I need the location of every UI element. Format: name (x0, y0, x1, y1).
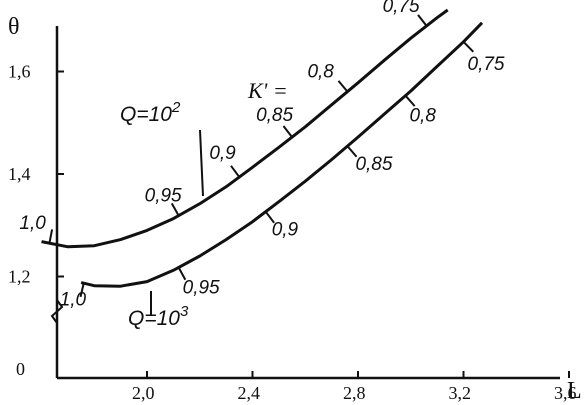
x-ticks: 2,0 2,4 2,8 3,2 3,6 (132, 371, 577, 403)
series-line (80, 21, 484, 288)
k-mark (282, 125, 293, 138)
y-axis-break (50, 299, 64, 324)
series-label-exponent: 3 (180, 303, 189, 320)
y-ticks: 1,2 1,4 1,6 (8, 62, 64, 287)
x-tick-label: 2,8 (343, 383, 366, 403)
x-tick-label: 3,6 (554, 383, 577, 403)
k-mark-label: 0,85 (256, 105, 293, 126)
k-mark (337, 80, 349, 93)
k-mark-label: 1,0 (60, 289, 87, 310)
k-mark-label: 0,75 (383, 0, 420, 17)
y-tick-label: 1,4 (8, 164, 31, 184)
k-mark (264, 211, 275, 224)
k-mark-label: 0,9 (272, 220, 299, 241)
k-mark (404, 94, 416, 107)
curves: 1,0 0,95 0,9 0,85 0,8 0,75 1,0 0,95 0,9 0,85 0,8 0,… (19, 0, 505, 330)
y-tick-label: 1,6 (8, 62, 31, 82)
series-1: 1,0 0,95 0,9 0,85 0,8 0,75 (60, 21, 505, 310)
series-label-base: Q=10 (128, 307, 180, 330)
k-mark-label: 0,95 (183, 277, 220, 298)
x-axis-title: L (567, 378, 582, 404)
k-mark-label: 0,75 (468, 54, 505, 75)
series-label: Q=102 (120, 99, 181, 126)
k-mark (462, 41, 475, 53)
x-tick-label: 2,4 (238, 383, 261, 403)
k-mark (230, 165, 241, 178)
series-label-base: Q=10 (120, 103, 172, 126)
k-mark-label: 1,0 (19, 213, 46, 234)
series-leader-line (199, 129, 204, 197)
series-line (41, 8, 449, 249)
series-label: Q=103 (128, 303, 189, 330)
k-mark-label: 0,95 (145, 186, 182, 207)
k-mark (170, 202, 180, 217)
k-mark-label: 0,85 (355, 154, 392, 175)
x-tick-label: 2,0 (132, 383, 155, 403)
parameter-label: K' = (247, 78, 288, 103)
y-axis-title: θ (8, 14, 20, 40)
series-label-exponent: 2 (171, 99, 181, 116)
k-mark-label: 0,8 (409, 106, 436, 127)
origin-label: 0 (16, 359, 25, 379)
k-mark (346, 145, 358, 158)
k-mark-label: 0,8 (307, 62, 334, 83)
x-tick-label: 3,2 (449, 383, 472, 403)
k-mark (48, 229, 54, 244)
series-0: 1,0 0,95 0,9 0,85 0,8 0,75 (19, 0, 449, 249)
k-mark-label: 0,9 (209, 143, 236, 164)
k-mark (79, 283, 85, 298)
y-tick-label: 1,2 (8, 267, 31, 287)
k-mark (177, 267, 187, 281)
k-mark (417, 14, 428, 27)
